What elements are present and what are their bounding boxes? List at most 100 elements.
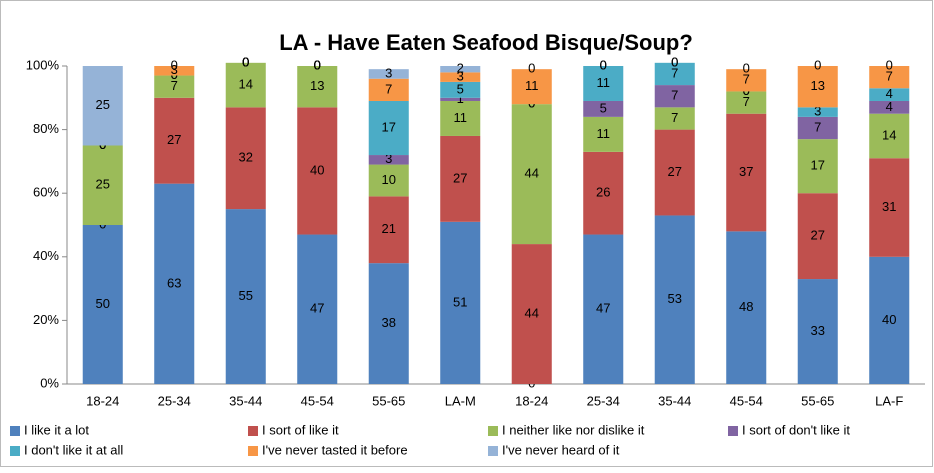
bar-segment [368,78,409,101]
bar-segment [82,225,123,384]
data-label: 31 [882,199,896,214]
data-label: 0 [242,54,249,69]
legend-swatch [10,446,20,456]
bar-segment [797,66,838,108]
legend-swatch [10,426,20,436]
data-label: 0 [671,54,678,69]
bar-segment [440,221,481,384]
bar-segment [440,72,481,82]
data-label: 0 [242,54,249,69]
data-label: 3 [457,69,464,84]
data-label: 13 [310,78,324,93]
data-label: 63 [167,275,181,290]
legend-swatch [488,446,498,456]
bar-segment [225,107,266,210]
data-label: 7 [671,88,678,103]
bar-segment [583,151,624,235]
data-label: 7 [671,110,678,125]
bar-segment [726,231,767,384]
legend-label: I like it a lot [24,422,89,437]
data-label: 7 [814,119,821,134]
data-label: 25 [96,177,110,192]
bar-segment [869,158,910,257]
y-tick-label: 0% [40,375,59,390]
bar-segment [368,155,409,165]
bar-segment [726,91,767,114]
x-tick-label: 35-44 [658,393,691,408]
data-label: 7 [743,72,750,87]
bar-segment [654,215,695,384]
legend-label: I've never heard of it [502,442,620,457]
y-tick-label: 100% [26,57,60,72]
legend-swatch [728,426,738,436]
data-label: 17 [382,119,396,134]
data-label: 4 [886,86,893,101]
data-label: 5 [457,81,464,96]
legend-swatch [248,446,258,456]
bar-segment [82,66,123,146]
x-tick-label: LA-M [445,393,476,408]
bar-segment [154,183,195,384]
bar-segment [511,104,552,245]
data-label: 37 [739,164,753,179]
data-label: 27 [453,170,467,185]
bar-segment [511,244,552,384]
data-label: 10 [382,172,396,187]
x-tick-label: 55-65 [372,393,405,408]
bar-segment [154,97,195,184]
data-label: 27 [668,164,682,179]
bar-segment [797,193,838,280]
data-label: 40 [310,162,324,177]
bar-segment [654,107,695,130]
bar-segment [583,116,624,152]
data-label: 13 [811,78,825,93]
data-label: 55 [239,288,253,303]
bar-segment [726,69,767,92]
data-label: 33 [811,323,825,338]
bar-segment [225,209,266,384]
legend-label: I've never tasted it before [262,442,408,457]
data-label: 27 [167,132,181,147]
data-label: 26 [596,185,610,200]
data-label: 44 [525,166,539,181]
data-label: 11 [454,110,468,125]
data-label: 5 [600,100,607,115]
legend-label: I neither like nor dislike it [502,422,645,437]
y-tick-label: 60% [33,185,59,200]
bar-segment [797,116,838,140]
bar-segment [154,75,195,98]
bar-segment [368,263,409,384]
x-tick-label: 25-34 [158,393,191,408]
bar-segment [869,88,910,101]
data-label: 38 [382,315,396,330]
x-tick-label: 35-44 [229,393,262,408]
data-label: 0 [671,54,678,69]
bar-segment [82,145,123,225]
bar-segment [869,113,910,159]
data-label: 0 [314,57,321,72]
data-label: 0 [314,57,321,72]
data-label: 47 [596,301,610,316]
data-label: 1 [457,91,464,106]
bar-segment [440,100,481,136]
data-label: 0 [600,57,607,72]
data-label: 14 [239,77,253,92]
data-label: 3 [385,151,392,166]
data-label: 0 [600,57,607,72]
data-label: 51 [453,294,467,309]
data-label: 0 [314,57,321,72]
bar-segment [583,100,624,117]
data-label: 2 [457,61,464,76]
data-label: 11 [597,75,611,90]
bar-segment [297,234,338,384]
data-label: 14 [882,127,896,142]
bar-segment [368,69,409,79]
bar-segment [726,113,767,232]
x-tick-label: 55-65 [801,393,834,408]
data-label: 7 [743,94,750,109]
data-label: 3 [171,62,178,77]
bar-segment [440,97,481,101]
legend-label: I sort of don't like it [742,422,850,437]
y-tick-label: 20% [33,312,59,327]
